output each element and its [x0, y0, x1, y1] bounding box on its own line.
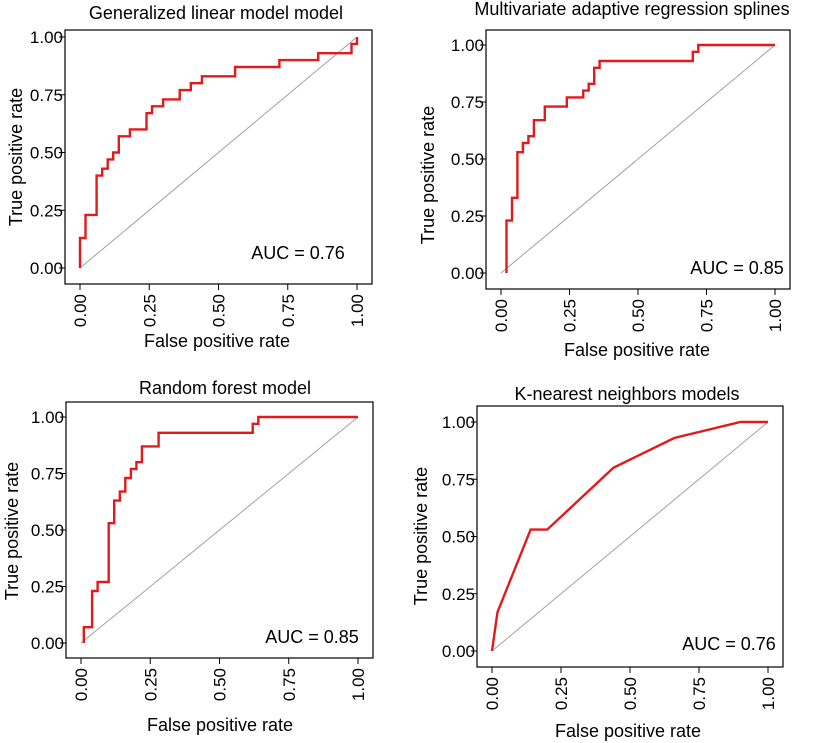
y-tick-label: 0.00 — [30, 259, 63, 278]
y-tick-label: 0.75 — [451, 93, 484, 112]
x-tick-label: 0.75 — [690, 677, 709, 710]
x-tick-label: 1.00 — [349, 668, 368, 701]
y-tick-label: 0.50 — [30, 144, 63, 163]
x-tick-label: 0.75 — [279, 294, 298, 327]
x-tick-label: 0.75 — [280, 668, 299, 701]
y-tick-label: 0.25 — [30, 201, 63, 220]
x-tick-label: 0.50 — [621, 677, 640, 710]
x-tick-label: 0.50 — [629, 299, 648, 332]
x-tick-label: 0.75 — [698, 299, 717, 332]
y-tick-label: 0.50 — [451, 150, 484, 169]
x-tick-label: 0.25 — [552, 677, 571, 710]
x-tick-label: 0.50 — [210, 294, 229, 327]
panel-random-forest: 0.00 0.00 0.25 0.25 0.50 0.50 0.75 0.75 1.00 1.00… — [2, 378, 374, 735]
x-axis-label: False positive rate — [564, 340, 710, 360]
x-tick-label: 0.25 — [140, 294, 159, 327]
y-tick-label: 0.50 — [31, 521, 64, 540]
roc-curve-knn — [490, 420, 768, 652]
panel-knn: 0.00 0.00 0.25 0.25 0.50 0.50 0.75 0.75 1.00 1.00… — [411, 384, 784, 741]
x-tick-label: 0.00 — [72, 668, 91, 701]
y-tick-label: 0.25 — [451, 207, 484, 226]
y-tick-label: 0.25 — [442, 585, 475, 604]
y-tick-label: 0.75 — [31, 465, 64, 484]
y-axis-label: True positive rate — [411, 467, 431, 605]
y-tick-label: 0.75 — [442, 470, 475, 489]
chart-title: Random forest model — [139, 378, 311, 398]
y-tick-label: 1.00 — [31, 408, 64, 427]
auc-annotation: AUC = 0.76 — [251, 243, 345, 263]
y-tick-label: 1.00 — [451, 36, 484, 55]
diagonal-reference-line — [500, 44, 776, 274]
panel-mars: 0.00 0.00 0.25 0.25 0.50 0.50 0.75 0.75 1.00 1.00… — [418, 0, 791, 360]
x-tick-label: 0.00 — [483, 677, 502, 710]
roc-curve-random-forest — [82, 415, 358, 643]
diagonal-reference-line — [79, 36, 358, 269]
chart-title: Generalized linear model model — [89, 3, 343, 23]
y-tick-label: 1.00 — [30, 28, 63, 47]
auc-annotation: AUC = 0.76 — [682, 634, 776, 654]
x-tick-label: 0.50 — [211, 668, 230, 701]
roc-curve-glm — [78, 37, 359, 268]
panel-glm: 0.00 0.00 0.25 0.25 0.50 0.50 0.75 0.75 1.00 1.00… — [6, 3, 373, 351]
x-tick-label: 0.00 — [492, 299, 511, 332]
x-tick-label: 1.00 — [759, 677, 778, 710]
chart-title: Multivariate adaptive regression splines — [474, 0, 789, 19]
y-tick-label: 0.00 — [31, 634, 64, 653]
y-tick-label: 1.00 — [442, 413, 475, 432]
x-tick-label: 0.25 — [561, 299, 580, 332]
diagonal-reference-line — [491, 421, 769, 652]
chart-title: K-nearest neighbors models — [514, 384, 739, 404]
x-tick-label: 0.25 — [141, 668, 160, 701]
x-tick-label: 0.00 — [71, 294, 90, 327]
y-axis-label: True positive rate — [418, 106, 438, 244]
y-tick-label: 0.75 — [30, 86, 63, 105]
y-tick-label: 0.00 — [442, 642, 475, 661]
y-axis-label: True positive rate — [6, 88, 26, 226]
x-tick-label: 1.00 — [766, 299, 785, 332]
auc-annotation: AUC = 0.85 — [265, 627, 359, 647]
diagonal-reference-line — [80, 416, 359, 644]
y-tick-label: 0.50 — [442, 528, 475, 547]
y-axis-label: True positive rate — [2, 462, 22, 600]
x-axis-label: False positive rate — [144, 331, 290, 351]
auc-annotation: AUC = 0.85 — [690, 258, 784, 278]
roc-curve-mars — [505, 43, 775, 273]
y-tick-label: 0.25 — [31, 578, 64, 597]
x-tick-label: 1.00 — [348, 294, 367, 327]
x-axis-label: False positive rate — [555, 721, 701, 741]
y-tick-label: 0.00 — [451, 264, 484, 283]
x-axis-label: False positive rate — [147, 715, 293, 735]
